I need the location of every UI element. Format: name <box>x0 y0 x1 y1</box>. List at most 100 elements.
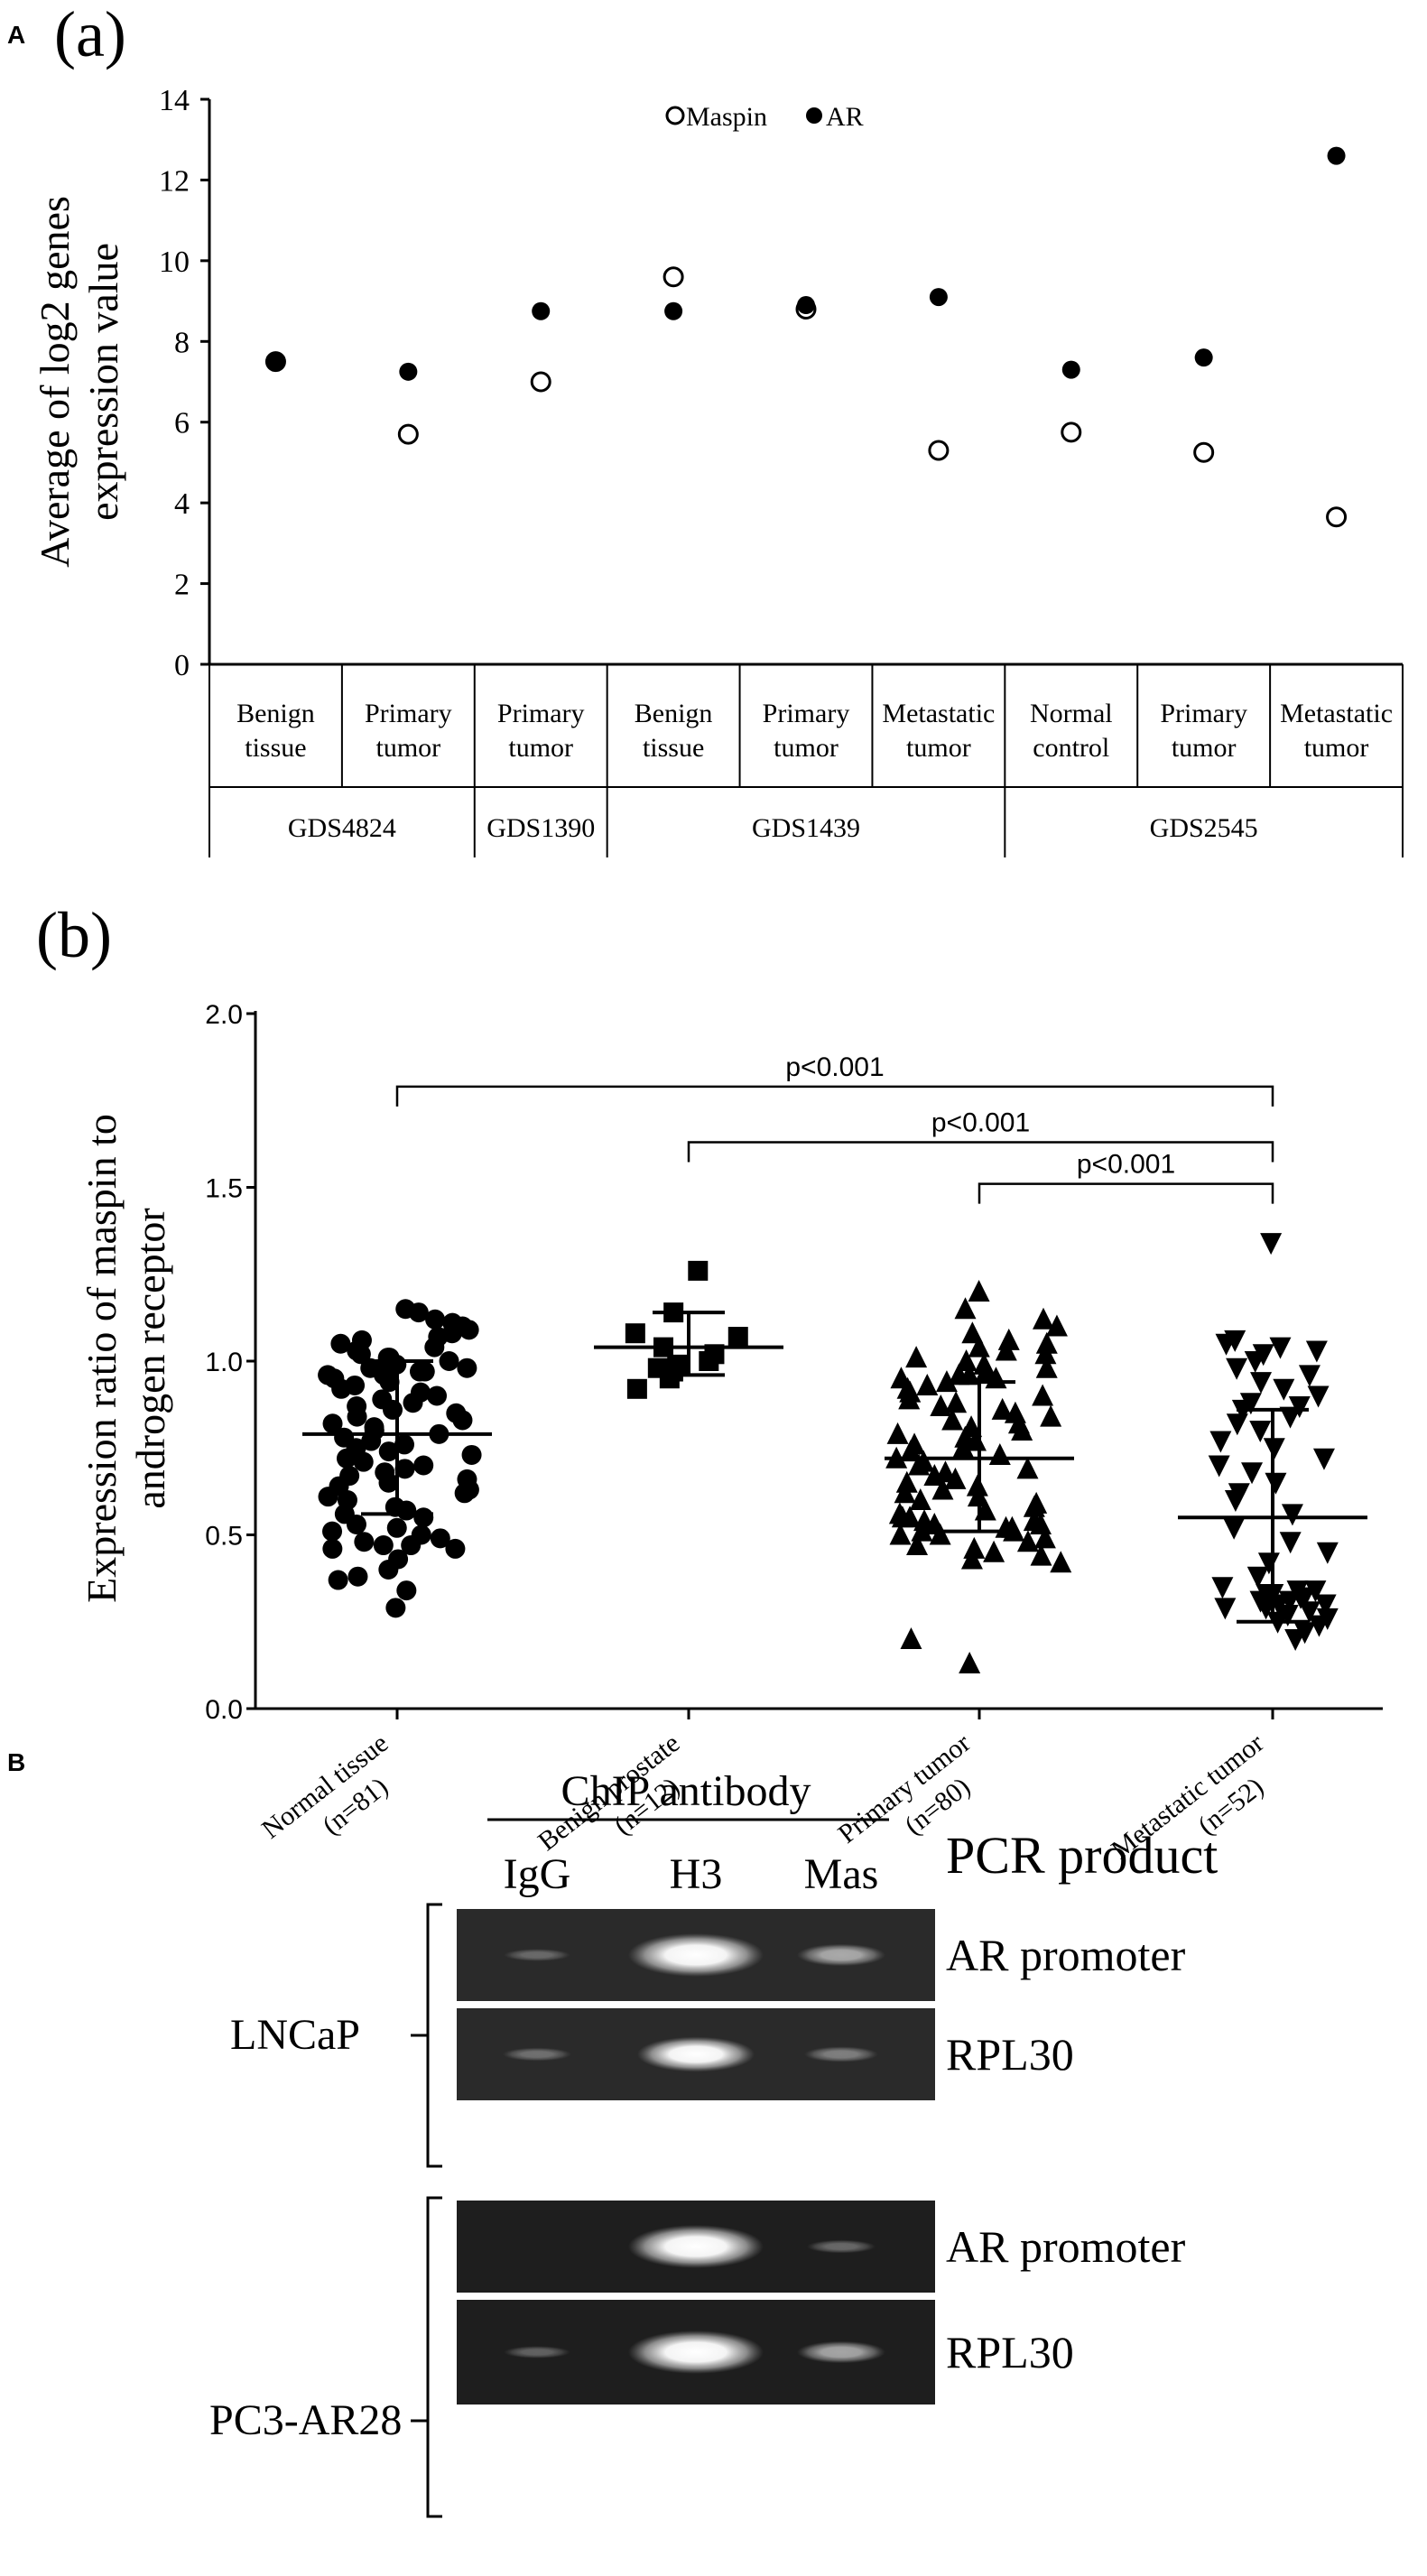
chart-b-point-triangle-down <box>1312 1448 1335 1470</box>
chart-a-category-label: Metastatic <box>882 699 995 728</box>
chart-b-ytick-label: 2.0 <box>205 1000 243 1030</box>
chart-b-point-triangle-up <box>960 1415 983 1438</box>
chart-b-point-triangle-up <box>931 1478 954 1500</box>
chart-a-category-label: tumor <box>375 733 440 763</box>
chart-b-point-circle <box>445 1538 466 1559</box>
chart-b-point-triangle-down <box>1224 1330 1246 1352</box>
chart-b-point-circle <box>347 1566 368 1587</box>
gel-pcr-header: PCR product <box>946 1826 1218 1885</box>
gel-lane-mas: Mas <box>804 1850 879 1898</box>
gel-band <box>806 2239 876 2254</box>
chart-b-point-triangle-up <box>988 1442 1011 1465</box>
legend-ar-label: AR <box>826 102 864 132</box>
chart-b-point-circle <box>395 1299 416 1320</box>
chart-b-point-triangle-up <box>1030 1543 1052 1566</box>
chart-a-category-label: tumor <box>906 733 971 763</box>
chart-b-point-triangle-up <box>1016 1457 1039 1479</box>
gel-band <box>637 2036 755 2072</box>
chart-b-point-triangle-up <box>1035 1331 1058 1354</box>
chart-b-ytick-label: 0.0 <box>205 1695 243 1725</box>
chart-a-ytick-label: 10 <box>159 246 190 279</box>
chart-b-point-triangle-down <box>1211 1577 1234 1599</box>
chart-a-category-label: tumor <box>774 733 839 763</box>
chart-b-point-triangle-down <box>1298 1365 1320 1387</box>
chart-b-point-triangle-up <box>916 1373 939 1395</box>
chart-b-point-triangle-down <box>1250 1372 1273 1395</box>
chart-b-point-triangle-up <box>963 1536 986 1559</box>
chart-b-point-circle <box>457 1469 477 1489</box>
chart-b-point-circle <box>372 1389 393 1410</box>
chart-b-point-triangle-down <box>1316 1608 1339 1630</box>
chart-b-point-triangle-up <box>909 1488 931 1510</box>
chart-a-category-label: Primary <box>497 699 585 728</box>
chart-a-point-ar <box>797 296 815 315</box>
chart-b-point-circle <box>322 1538 343 1559</box>
chart-b-ytick-label: 0.5 <box>205 1522 243 1552</box>
chart-b-point-triangle-down <box>1214 1598 1237 1620</box>
chart-b-point-triangle-down <box>1305 1340 1328 1363</box>
chart-b-point-triangle-down <box>1228 1483 1250 1506</box>
chart-b-point-triangle-down <box>1276 1605 1299 1627</box>
chart-b-point-square <box>625 1323 645 1344</box>
chart-b-point-triangle-up <box>983 1540 1005 1562</box>
chart-b-point-circle <box>410 1382 431 1403</box>
chart-a: 0 2 4 6 8 10 12 14 Benign tissue Primary tumor Prim… <box>32 84 1404 857</box>
chart-b-point-triangle-up <box>959 1651 981 1673</box>
chart-b-point-triangle-down <box>1281 1504 1303 1526</box>
chart-b-point-square <box>667 1354 688 1375</box>
chart-a-legend: Maspin AR <box>665 102 864 132</box>
chart-b-point-square <box>688 1260 709 1281</box>
chart-a-point-maspin <box>397 423 419 445</box>
chart-a-point-ar <box>664 301 683 320</box>
gel-lane-igg: IgG <box>504 1850 571 1898</box>
chart-b-point-triangle-up <box>903 1432 926 1455</box>
chart-b-point-triangle-up <box>968 1335 990 1357</box>
chart-a-ytick-label: 2 <box>174 569 190 602</box>
gel-band <box>502 2047 572 2062</box>
chart-b-point-triangle-down <box>1239 1393 1262 1415</box>
chart-a-ytick-label: 4 <box>174 487 190 521</box>
chart-b-point-circle <box>328 1570 348 1590</box>
chart-b-point-circle <box>360 1357 381 1378</box>
chart-b-point-triangle-down <box>1241 1462 1264 1485</box>
chart-b-point-circle <box>446 1403 467 1423</box>
chart-a-ytick-label: 0 <box>174 649 190 682</box>
chart-b-point-circle <box>385 1496 405 1517</box>
chart-b-point-triangle-down <box>1286 1580 1309 1603</box>
chart-b-point-circle <box>373 1535 394 1556</box>
chart-a-category-label: Metastatic <box>1280 699 1393 728</box>
chart-a-ylabel-line1: Average of log2 genes <box>32 196 78 568</box>
chart-b-point-triangle-up <box>966 1474 988 1496</box>
subpanel-b-label: (b) <box>36 899 112 971</box>
chart-a-category-label: Primary <box>1160 699 1247 728</box>
chart-b-point-triangle-up <box>955 1349 978 1371</box>
chart-b-point-circle <box>351 1330 372 1350</box>
chart-a-group-label: GDS1390 <box>486 813 595 843</box>
gel-panel: ChIP antibody IgG H3 Mas PCR product LNC… <box>209 1767 1218 2518</box>
legend-maspin-label: Maspin <box>686 102 767 132</box>
chart-a-category-table: Benign tissue Primary tumor Primary tumor Beni… <box>208 664 1404 857</box>
cell-line-pc3-ar28: PC3-AR28 <box>209 2396 402 2444</box>
chart-a-category-label: tissue <box>643 733 704 763</box>
chart-b-point-triangle-up <box>886 1422 909 1444</box>
gel-header: ChIP antibody <box>561 1767 811 1815</box>
chart-b-point-circle <box>345 1375 366 1395</box>
chart-b-point-triangle-up <box>889 1523 912 1545</box>
chart-b-point-triangle-down <box>1249 1421 1272 1442</box>
chart-b-point-triangle-down <box>1265 1472 1287 1495</box>
gel-band <box>628 2225 764 2268</box>
chart-b-point-circle <box>347 1396 367 1417</box>
chart-a-category-label: Benign <box>635 699 713 728</box>
chart-b-point-circle <box>461 1444 482 1465</box>
chart-a-category-label: tissue <box>245 733 306 763</box>
chart-b-point-triangle-down <box>1279 1532 1302 1554</box>
gel-band <box>504 2346 570 2358</box>
chart-a-category-label: Normal <box>1030 699 1113 728</box>
chart-b-point-triangle-up <box>973 1352 996 1375</box>
chart-a-point-maspin <box>663 266 684 288</box>
chart-b-ylabel-line1: Expression ratio of maspin to <box>79 1114 125 1603</box>
chart-a-point-ar <box>399 362 418 381</box>
chart-b-ylabel-line2: androgen receptor <box>127 1208 173 1508</box>
chart-a-group-label: GDS1439 <box>752 813 860 843</box>
chart-b-point-triangle-up <box>890 1367 913 1389</box>
